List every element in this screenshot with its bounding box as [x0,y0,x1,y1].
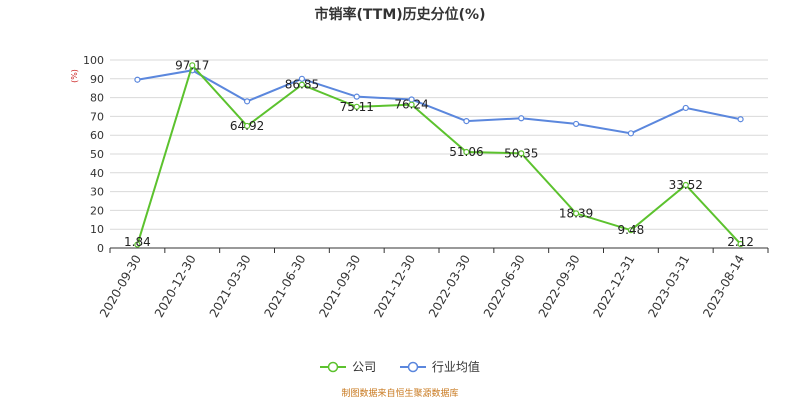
x-tick-label: 2021-12-30 [371,253,418,320]
data-point-industry-average [134,76,141,83]
data-point-company [353,103,360,110]
data-point-industry-average [243,98,251,105]
x-tick-label: 2023-08-14 [700,253,747,320]
data-point-industry-average [627,130,635,137]
series-line-company [136,63,742,245]
series-lines [134,62,744,248]
data-label-company: 97.17 [175,58,209,72]
data-label-company: 75.11 [340,100,374,114]
data-label-company: 86.85 [285,78,319,92]
y-tick-label: 40 [90,167,104,180]
source-note: 制图数据来自恒生聚源数据库 [341,389,459,399]
chart-title: 市销率(TTM)历史分位(%) [314,7,486,23]
data-label-company: 51.06 [449,145,483,159]
legend-swatch-industry-average [399,361,426,372]
data-point-company [408,101,415,108]
legend: 公司 行业均值 [0,358,800,376]
data-point-industry-average [518,115,525,122]
x-tick-label: 2022-03-30 [426,253,473,320]
x-tick-label: 2020-09-30 [97,253,144,320]
data-point-company [737,240,744,248]
x-tick-label: 2021-06-30 [262,253,309,320]
data-point-company [627,227,635,234]
data-point-industry-average [463,117,470,125]
legend-label-industry-average: 行业均值 [431,360,480,374]
data-point-company [243,122,251,130]
data-point-company [463,148,470,156]
data-point-company [682,181,689,189]
data-label-company: 18.39 [559,206,593,220]
data-point-industry-average [682,104,689,112]
y-tick-label: 0 [97,242,104,255]
x-tick-label: 2022-12-31 [591,253,638,320]
data-label-company: 33.52 [669,178,703,192]
y-tick-label: 30 [90,186,104,199]
y-tick-label: 90 [90,73,104,86]
data-label-company: 76.24 [394,98,428,112]
x-tick-label: 2021-09-30 [316,253,363,320]
data-point-company [298,81,306,88]
data-labels: 1.84 97.17 64.92 86.85 75.11 76.24 51.06 50.35 1… [124,58,754,249]
data-label-company: 9.48 [618,223,645,237]
data-point-industry-average [298,75,306,82]
data-point-industry-average [572,120,580,128]
x-tick-label: 2022-06-30 [481,253,528,320]
y-axis-unit-label: (%) [70,69,79,83]
y-tick-label: 80 [90,92,104,105]
data-point-company [518,150,525,157]
y-tick-label: 10 [90,223,104,236]
y-tick-label: 100 [83,54,104,67]
data-point-company [189,62,196,69]
legend-label-company: 公司 [352,360,377,374]
legend-item-industry-average[interactable]: 行业均值 [399,358,480,375]
y-tick-label: 20 [90,204,104,217]
x-tick-label: 2021-03-30 [207,253,254,320]
legend-item-company[interactable]: 公司 [320,358,376,375]
data-point-company [134,241,141,248]
data-point-company [572,210,580,217]
legend-swatch-company [320,361,347,372]
x-tick-label: 2023-03-31 [645,253,692,320]
y-tick-label: 50 [90,148,104,161]
data-label-company: 50.35 [504,146,538,160]
y-tick-label: 60 [90,129,104,142]
series-line-industry-average [137,69,741,135]
data-point-industry-average [353,93,360,100]
axes: 0 10 20 30 40 50 60 70 80 90 100 2020-09-30 2020-12-… [83,54,769,320]
y-tick-label: 70 [90,110,104,123]
data-label-company: 1.84 [124,235,151,249]
x-tick-label: 2022-09-30 [536,253,583,320]
x-tick-label: 2020-12-30 [152,253,199,320]
data-label-company: 2.12 [727,235,754,249]
data-point-industry-average [737,116,744,123]
grid-lines [110,59,768,249]
data-label-company: 64.92 [230,119,264,133]
